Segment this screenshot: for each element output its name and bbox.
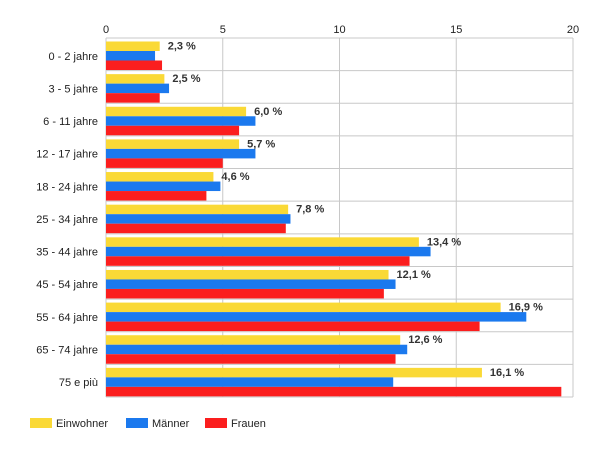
bar-frauen xyxy=(106,288,384,299)
bar-einwohner xyxy=(106,302,501,313)
data-label: 16,9 % xyxy=(509,302,543,314)
bar-m-nner xyxy=(106,214,291,224)
bar-frauen xyxy=(106,60,163,70)
legend-label: Einwohner xyxy=(56,418,108,430)
bar-frauen xyxy=(106,223,286,234)
category-label: 6 - 11 jahre xyxy=(43,116,98,128)
data-labels: 2,3 % 2,5 % 6,0 % 5,7 % 4,6 % 7,8 % 13,4 % 12,1… xyxy=(168,41,543,379)
bar-einwohner xyxy=(106,237,419,247)
legend-swatch xyxy=(205,418,227,428)
legend-swatch xyxy=(126,418,148,428)
bar-frauen xyxy=(106,386,562,397)
category-label: 25 - 34 jahre xyxy=(36,214,98,226)
grid-lines xyxy=(105,37,574,398)
bar-m-nner xyxy=(106,312,527,322)
data-label: 13,4 % xyxy=(427,236,461,248)
bar-einwohner xyxy=(106,367,482,378)
data-label: 2,3 % xyxy=(168,41,196,53)
category-label: 3 - 5 jahre xyxy=(48,83,98,95)
bar-frauen xyxy=(106,158,223,168)
bar-m-nner xyxy=(106,148,256,159)
category-label: 75 e più xyxy=(59,377,98,389)
data-label: 16,1 % xyxy=(490,367,524,379)
x-tick-label: 0 xyxy=(103,24,109,36)
category-label: 45 - 54 jahre xyxy=(36,279,98,291)
bar-einwohner xyxy=(106,335,401,345)
bar-einwohner xyxy=(106,74,165,84)
bar-m-nner xyxy=(106,344,408,355)
bar-m-nner xyxy=(106,246,431,257)
bar-m-nner xyxy=(106,51,156,61)
bar-einwohner xyxy=(106,172,214,182)
data-label: 4,6 % xyxy=(221,171,249,183)
bar-m-nner xyxy=(106,116,256,126)
category-labels: 0 - 2 jahre 3 - 5 jahre 6 - 11 jahre 12 - 1… xyxy=(36,51,98,389)
bar-m-nner xyxy=(106,181,221,192)
bar-frauen xyxy=(106,354,396,364)
category-label: 18 - 24 jahre xyxy=(36,181,98,193)
data-label: 5,7 % xyxy=(247,138,275,150)
category-label: 0 - 2 jahre xyxy=(48,51,98,63)
category-label: 35 - 44 jahre xyxy=(36,247,98,259)
bar-einwohner xyxy=(106,139,240,149)
data-label: 2,5 % xyxy=(172,73,200,85)
x-tick-label: 10 xyxy=(333,24,345,36)
bar-m-nner xyxy=(106,279,396,289)
bar-einwohner xyxy=(106,106,247,117)
bar-frauen xyxy=(106,125,240,136)
bar-m-nner xyxy=(106,83,170,94)
data-label: 12,1 % xyxy=(397,269,431,281)
category-label: 55 - 64 jahre xyxy=(36,312,98,324)
bar-frauen xyxy=(106,256,410,266)
x-tick-label: 15 xyxy=(450,24,462,36)
x-tick-label: 20 xyxy=(567,24,579,36)
bar-einwohner xyxy=(106,269,389,280)
category-label: 65 - 74 jahre xyxy=(36,344,98,356)
bar-frauen xyxy=(106,321,480,332)
legend: Einwohner Männer Frauen xyxy=(30,418,266,430)
legend-label: Frauen xyxy=(231,418,266,430)
bar-einwohner xyxy=(106,41,160,51)
x-tick-label: 5 xyxy=(220,24,226,36)
bar-frauen xyxy=(106,191,207,201)
x-axis-ticks: 0 5 10 15 20 xyxy=(103,24,579,36)
bars xyxy=(106,41,562,397)
bar-m-nner xyxy=(106,377,394,387)
legend-swatch xyxy=(30,418,52,428)
data-label: 12,6 % xyxy=(408,334,442,346)
bar-einwohner xyxy=(106,204,289,215)
bar-frauen xyxy=(106,93,160,103)
data-label: 7,8 % xyxy=(296,204,324,216)
data-label: 6,0 % xyxy=(254,106,282,118)
category-label: 12 - 17 jahre xyxy=(36,149,98,161)
legend-label: Männer xyxy=(152,418,190,430)
